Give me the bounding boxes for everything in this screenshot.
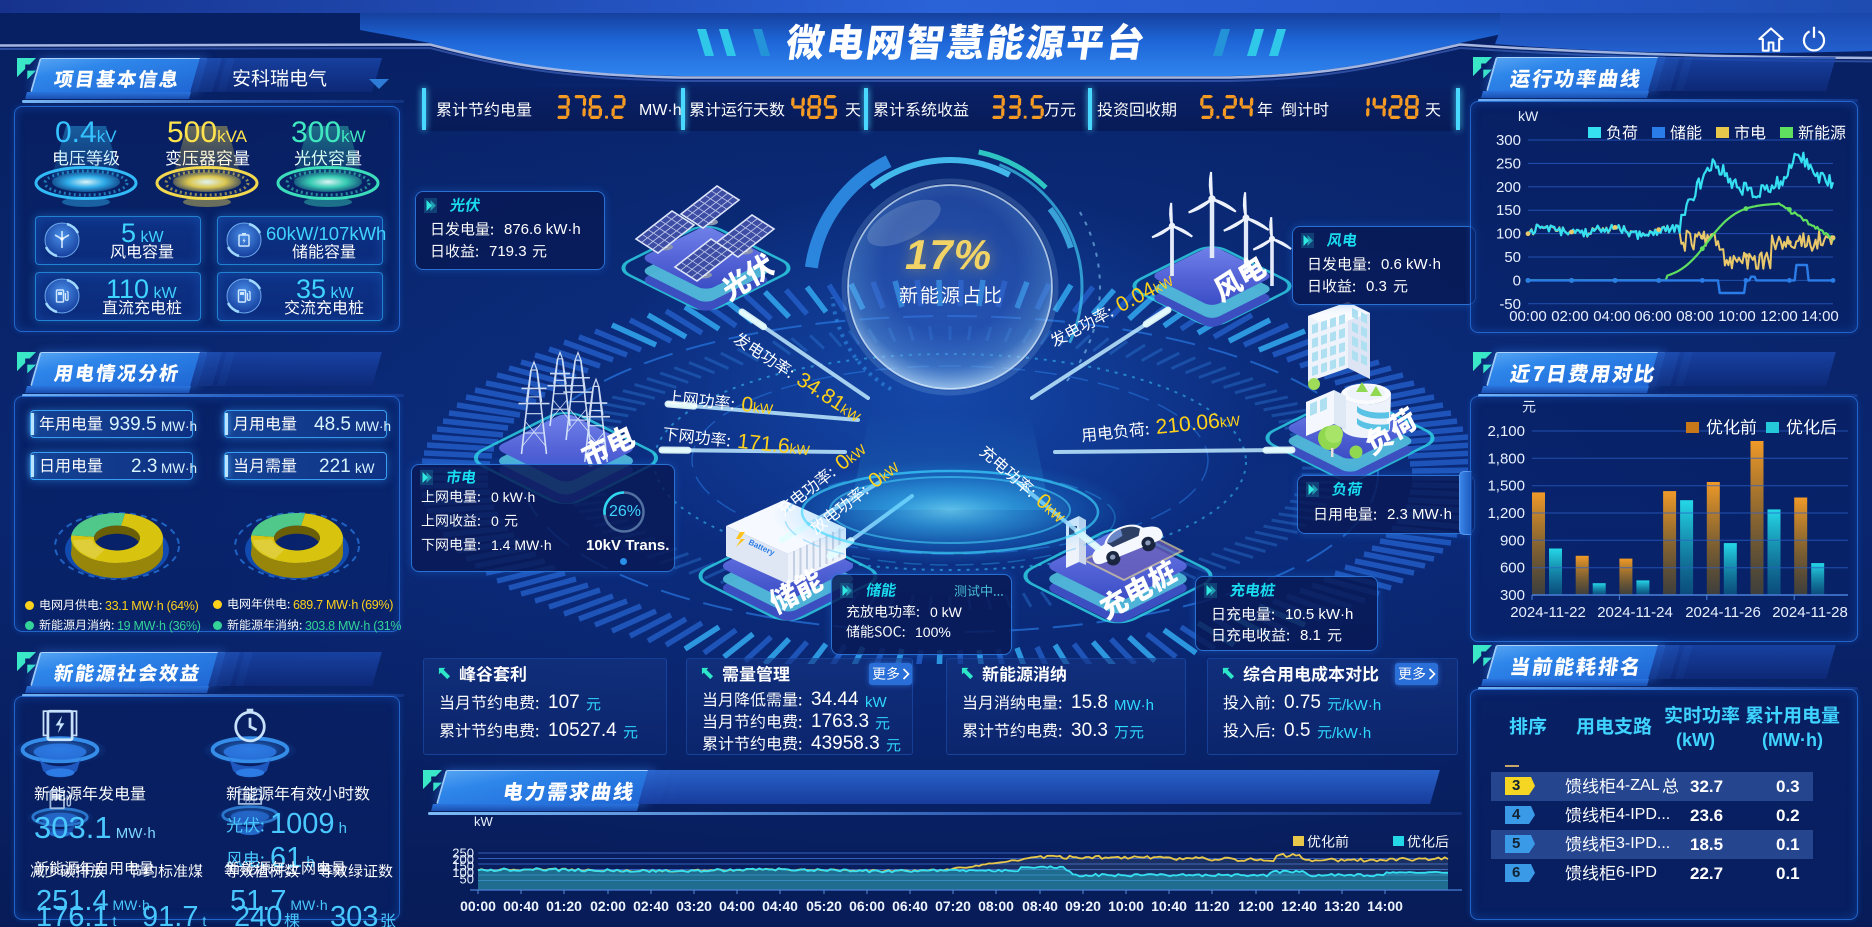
svg-text:900: 900 xyxy=(1500,532,1525,549)
svg-text:1,800: 1,800 xyxy=(1487,450,1525,467)
svg-text:1,200: 1,200 xyxy=(1487,505,1525,522)
svg-text:02:00: 02:00 xyxy=(1551,308,1589,325)
svg-text:14:00: 14:00 xyxy=(1801,308,1839,325)
svg-text:100: 100 xyxy=(1496,226,1521,243)
svg-text:00:00: 00:00 xyxy=(460,898,496,914)
svg-text:50: 50 xyxy=(460,872,474,887)
svg-text:2024-11-22: 2024-11-22 xyxy=(1510,604,1586,621)
svg-text:2024-11-26: 2024-11-26 xyxy=(1685,604,1761,621)
svg-text:06:00: 06:00 xyxy=(1634,308,1672,325)
svg-text:200: 200 xyxy=(1496,179,1521,196)
svg-text:600: 600 xyxy=(1500,560,1525,577)
svg-text:10:00: 10:00 xyxy=(1718,308,1756,325)
svg-text:-50: -50 xyxy=(1499,296,1521,313)
svg-text:50: 50 xyxy=(1504,249,1521,266)
svg-text:07:20: 07:20 xyxy=(935,898,971,914)
svg-text:kW: kW xyxy=(1518,108,1539,124)
svg-text:05:20: 05:20 xyxy=(806,898,842,914)
svg-text:12:00: 12:00 xyxy=(1760,308,1798,325)
svg-text:13:20: 13:20 xyxy=(1324,898,1360,914)
svg-text:06:00: 06:00 xyxy=(849,898,885,914)
svg-text:08:40: 08:40 xyxy=(1022,898,1058,914)
svg-text:08:00: 08:00 xyxy=(1676,308,1714,325)
svg-text:04:00: 04:00 xyxy=(719,898,755,914)
svg-text:04:40: 04:40 xyxy=(762,898,798,914)
svg-text:2024-11-28: 2024-11-28 xyxy=(1772,604,1848,621)
svg-text:10:00: 10:00 xyxy=(1108,898,1144,914)
svg-text:08:00: 08:00 xyxy=(978,898,1014,914)
svg-text:12:00: 12:00 xyxy=(1238,898,1274,914)
svg-text:250: 250 xyxy=(1496,155,1521,172)
svg-text:10:40: 10:40 xyxy=(1151,898,1187,914)
svg-text:00:40: 00:40 xyxy=(503,898,539,914)
svg-text:09:20: 09:20 xyxy=(1065,898,1101,914)
svg-text:14:00: 14:00 xyxy=(1367,898,1403,914)
svg-text:2024-11-24: 2024-11-24 xyxy=(1597,604,1673,621)
svg-text:06:40: 06:40 xyxy=(892,898,928,914)
svg-text:150: 150 xyxy=(452,859,474,874)
svg-text:kW: kW xyxy=(474,814,494,829)
svg-text:0: 0 xyxy=(1513,272,1521,289)
svg-text:04:00: 04:00 xyxy=(1593,308,1631,325)
svg-text:01:20: 01:20 xyxy=(546,898,582,914)
svg-text:02:00: 02:00 xyxy=(590,898,626,914)
svg-text:1,500: 1,500 xyxy=(1487,478,1525,495)
svg-text:03:20: 03:20 xyxy=(676,898,712,914)
svg-text:2,100: 2,100 xyxy=(1487,423,1525,440)
svg-text:300: 300 xyxy=(1500,587,1525,604)
svg-text:300: 300 xyxy=(1496,132,1521,149)
svg-text:100: 100 xyxy=(452,865,474,880)
svg-text:150: 150 xyxy=(1496,202,1521,219)
svg-text:02:40: 02:40 xyxy=(633,898,669,914)
svg-text:250: 250 xyxy=(452,846,474,861)
svg-text:00:00: 00:00 xyxy=(1509,308,1547,325)
svg-text:200: 200 xyxy=(452,852,474,867)
svg-text:12:40: 12:40 xyxy=(1281,898,1317,914)
svg-text:11:20: 11:20 xyxy=(1194,898,1229,914)
